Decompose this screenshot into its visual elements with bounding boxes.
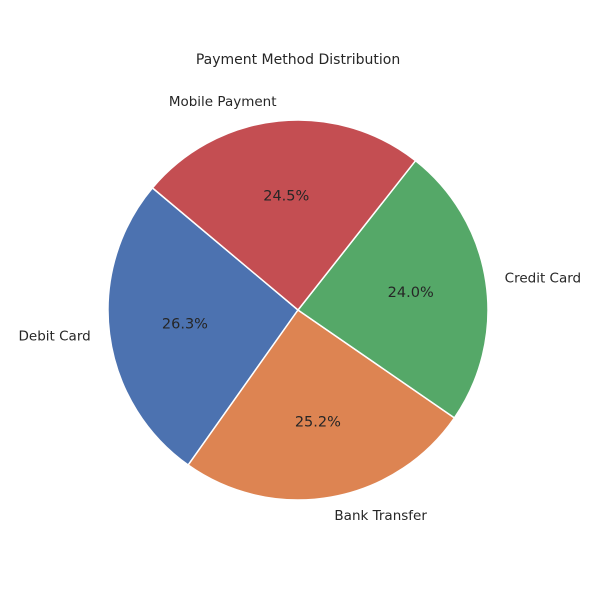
pie-slice-bank-transfer [187,309,456,501]
pie-slice-debit-card [107,187,299,466]
pie-pct-label-credit-card: 24.0% [388,285,434,301]
pie-labels: 26.3% Debit Card 25.2% Bank Transfer 24.0% Cr… [19,94,582,524]
pie-category-label-credit-card: Credit Card [505,271,581,287]
pie-category-label-bank-transfer: Bank Transfer [334,508,427,524]
pie-slices [107,119,489,501]
pie-pct-label-mobile-payment: 24.5% [263,189,309,205]
pie-category-label-debit-card: Debit Card [19,329,91,345]
pie-slice-mobile-payment [151,119,417,311]
chart-title: Payment Method Distribution [196,52,400,68]
pie-pct-label-bank-transfer: 25.2% [295,414,341,430]
pie-category-label-mobile-payment: Mobile Payment [169,94,277,110]
pie-slice-credit-card [297,159,489,419]
pie-pct-label-debit-card: 26.3% [162,317,208,333]
